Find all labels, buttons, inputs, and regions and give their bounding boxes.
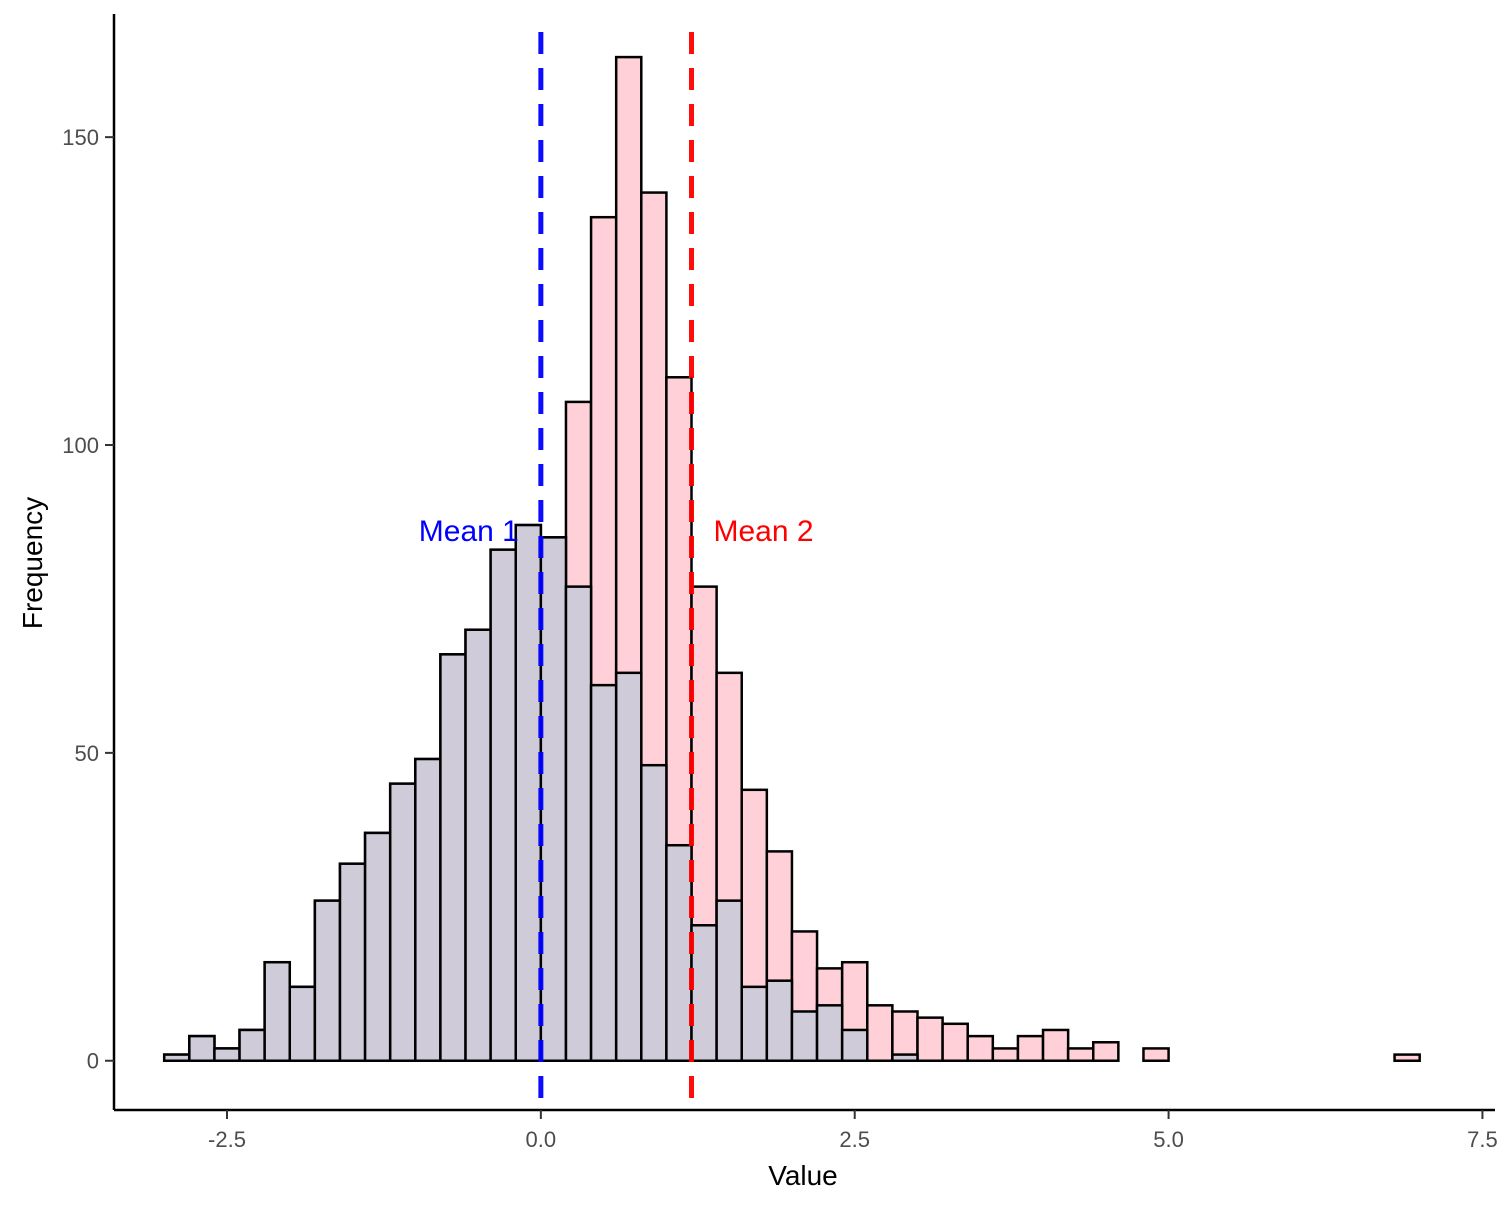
histogram-bar-series-2-bin-26 [815,1004,844,1062]
histogram-bar-series-2-bin-13 [489,548,517,1062]
histogram-bar-series-2-bin-15 [539,536,568,1062]
y-tick-label: 150 [62,125,99,150]
histogram-bar-series-2-bin-7 [338,862,367,1062]
x-ticks: -2.5 0.0 2.5 5.0 7.5 [208,1110,1498,1152]
histogram-bar-series-1-bin-34 [1016,1034,1045,1062]
histogram-bar-series-2-bin-2 [213,1047,241,1062]
histogram-bar-series-1-bin-29 [891,1010,919,1062]
histogram-bar-series-2-bin-6 [313,899,342,1062]
x-tick-label: 0.0 [526,1127,557,1152]
histogram-bar-series-1-bin-38 [1142,1047,1170,1062]
histogram-bar-series-2-bin-17 [589,683,618,1062]
histogram-bar-series-2-bin-10 [414,757,442,1062]
histogram-bar-series-2-bin-29 [891,1053,919,1062]
x-tick-label: 5.0 [1153,1127,1184,1152]
mean-label-2: Mean 2 [714,515,814,548]
histogram-bar-series-2-bin-18 [614,671,643,1062]
x-tick-label: -2.5 [208,1127,246,1152]
histogram-bar-series-2-bin-16 [564,585,593,1062]
histogram-bar-series-1-bin-39 [1393,1053,1421,1062]
axes-layer: -2.5 0.0 2.5 5.0 7.5 0 50 100 150 [62,14,1498,1152]
histogram-bar-series-1-bin-31 [941,1022,969,1062]
histogram-bar-series-2-bin-12 [464,628,492,1062]
histogram-bar-series-1-bin-35 [1041,1028,1070,1062]
x-tick-label: 7.5 [1467,1127,1498,1152]
histogram-bar-series-2-bin-27 [840,1028,869,1062]
histogram-bar-series-2-bin-24 [765,979,794,1062]
bars-layer [162,55,1421,1062]
y-ticks: 0 50 100 150 [62,125,114,1074]
histogram-bar-series-1-bin-32 [966,1034,995,1062]
histogram-bar-series-2-bin-21 [690,924,718,1062]
histogram-bar-series-2-bin-11 [439,653,467,1062]
histogram-bar-series-2-bin-4 [263,960,292,1062]
x-axis-title: Value [768,1160,838,1191]
y-axis-title: Frequency [17,497,48,629]
histogram-bar-series-1-bin-36 [1066,1047,1095,1062]
histogram-bar-series-2-bin-1 [188,1034,216,1062]
histogram-bar-series-2-bin-5 [288,985,317,1062]
histogram-bar-series-2-bin-20 [665,843,693,1062]
histogram-bar-series-2-bin-23 [740,985,769,1062]
mean-label-1: Mean 1 [419,515,519,548]
y-tick-label: 100 [62,433,99,458]
mean-labels-layer: Mean 1 Mean 2 [419,515,814,548]
histogram-bar-series-2-bin-25 [790,1010,819,1062]
histogram-bar-series-2-bin-22 [715,899,743,1062]
y-tick-label: 0 [87,1049,99,1074]
x-tick-label: 2.5 [839,1127,870,1152]
histogram-bar-series-2-bin-3 [238,1028,266,1062]
y-tick-label: 50 [75,741,99,766]
histogram-bar-series-2-bin-9 [388,782,417,1062]
histogram-bar-series-1-bin-33 [991,1047,1020,1062]
histogram-bar-series-2-bin-8 [363,831,392,1062]
histogram-bar-series-1-bin-37 [1092,1041,1120,1062]
histogram-bar-series-1-bin-30 [916,1016,944,1062]
histogram-bar-series-2-bin-19 [640,763,668,1062]
histogram-bar-series-2-bin-0 [162,1053,191,1062]
histogram-bar-series-2-bin-14 [514,523,543,1062]
histogram-bar-series-1-bin-28 [866,1004,894,1062]
